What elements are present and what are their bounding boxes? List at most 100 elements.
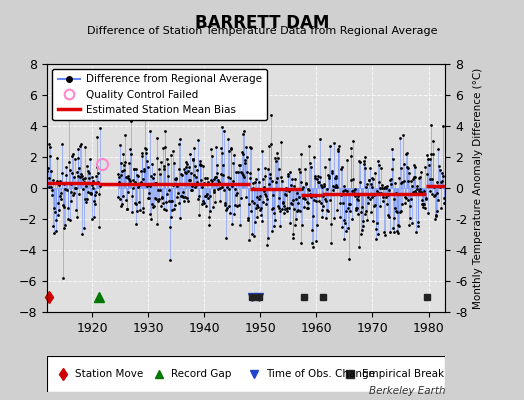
Point (145, 182, 154, 189)
Point (213, 162, 222, 169)
Point (244, 237, 253, 244)
Point (157, 158, 165, 165)
Point (234, 169, 243, 175)
Point (304, 200, 313, 206)
Point (191, 184, 200, 190)
Point (307, 164, 315, 170)
Point (287, 182, 295, 188)
Point (400, 200, 409, 206)
Point (302, 198, 311, 205)
Point (259, 184, 268, 190)
Point (195, 212, 203, 218)
Point (436, 205, 445, 211)
Point (365, 177, 373, 183)
Point (364, 200, 373, 206)
Point (306, 191, 314, 198)
Point (237, 149, 246, 155)
Point (340, 183, 348, 189)
Point (179, 198, 188, 204)
Point (332, 182, 341, 188)
Point (380, 231, 389, 238)
Point (84, 170, 93, 176)
Point (201, 193, 209, 200)
Point (235, 162, 243, 168)
Text: Difference of Station Temperature Data from Regional Average: Difference of Station Temperature Data f… (87, 26, 437, 36)
Point (390, 196, 399, 202)
Point (349, 176, 357, 182)
Point (125, 175, 134, 182)
Point (363, 217, 371, 224)
Point (65, 159, 73, 166)
Point (414, 222, 422, 229)
Point (141, 146, 150, 152)
Point (172, 175, 180, 181)
Point (422, 196, 430, 203)
Point (128, 177, 137, 183)
Point (298, 186, 307, 192)
Point (234, 180, 242, 187)
Point (118, 201, 126, 208)
Point (165, 197, 173, 204)
Point (292, 196, 300, 202)
Point (229, 178, 237, 185)
Point (143, 182, 151, 189)
Point (62, 172, 71, 178)
Point (278, 178, 287, 184)
Point (318, 184, 326, 190)
Point (353, 204, 361, 211)
Point (43, 168, 51, 174)
Point (117, 171, 126, 178)
Point (348, 216, 356, 222)
Point (288, 201, 296, 207)
Point (217, 150, 226, 156)
Point (193, 167, 201, 173)
Point (179, 189, 187, 195)
Point (390, 215, 398, 221)
Point (181, 194, 189, 200)
Point (48, 192, 57, 198)
Point (127, 150, 136, 157)
Point (281, 206, 289, 212)
Point (173, 182, 181, 189)
Point (330, 215, 338, 221)
Point (215, 198, 224, 204)
Point (133, 172, 141, 179)
Point (230, 152, 238, 158)
Point (257, 218, 266, 224)
Point (329, 183, 337, 190)
Point (252, 205, 260, 211)
Legend: Difference from Regional Average, Quality Control Failed, Estimated Station Mean: Difference from Regional Average, Qualit… (52, 69, 267, 120)
Point (434, 146, 442, 152)
Point (58, 141, 66, 147)
Point (267, 141, 275, 148)
Point (365, 196, 374, 202)
Point (363, 181, 372, 187)
Point (440, 200, 449, 206)
Point (94, 224, 103, 230)
Point (263, 241, 271, 248)
Point (354, 197, 363, 204)
Point (45, 175, 53, 182)
Point (50, 205, 58, 212)
Point (243, 153, 252, 160)
Point (190, 171, 199, 178)
Point (336, 192, 345, 198)
Point (176, 215, 184, 221)
Point (59, 275, 67, 281)
Point (146, 211, 155, 217)
Point (392, 208, 400, 214)
Point (310, 175, 319, 181)
Point (287, 200, 296, 206)
Point (421, 164, 429, 171)
Point (56, 178, 64, 184)
Point (69, 151, 77, 158)
Point (381, 184, 389, 190)
Point (240, 128, 248, 134)
Point (314, 179, 322, 186)
Point (339, 188, 347, 194)
Point (266, 175, 274, 181)
Point (266, 112, 275, 118)
Point (176, 136, 184, 143)
Point (401, 194, 409, 200)
Point (373, 188, 381, 194)
